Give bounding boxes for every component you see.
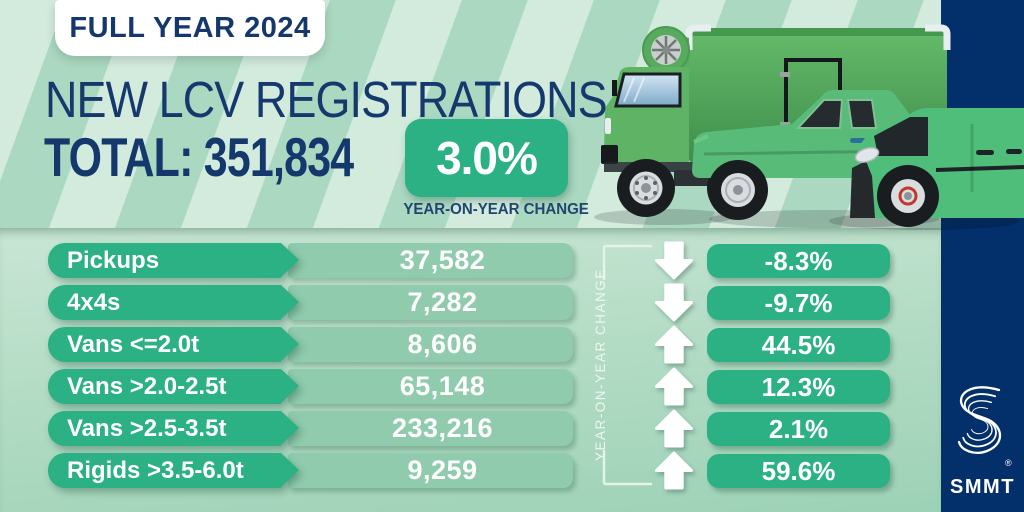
brand-band — [941, 0, 1024, 512]
table-row: Pickups 37,582 -8.3% — [48, 240, 890, 281]
green-lcv-vehicles-illustration — [594, 24, 1024, 230]
total-yoy-change-value: 3.0% — [436, 132, 538, 184]
up-arrow-icon — [653, 450, 695, 491]
registrations-value-pill: 9,259 — [288, 453, 573, 488]
page-title: NEW LCV REGISTRATIONS — [45, 71, 608, 128]
table-row: Rigids >3.5-6.0t 9,259 59.6% — [48, 450, 890, 491]
down-arrow-icon — [653, 240, 695, 281]
table-row: 4x4s 7,282 -9.7% — [48, 282, 890, 323]
truck-front-wheel — [617, 159, 675, 217]
segment-label-pill: Rigids >3.5-6.0t — [48, 453, 299, 488]
total-registrations: TOTAL: 351,834 — [44, 126, 354, 188]
down-arrow-icon — [653, 282, 695, 323]
smmt-s-swirl-icon: ® — [957, 386, 1012, 468]
registrations-value-pill: 233,216 — [288, 411, 573, 446]
up-arrow-icon — [653, 366, 695, 407]
table-row: Vans >2.0-2.5t 65,148 12.3% — [48, 366, 890, 407]
registered-mark: ® — [1005, 458, 1012, 468]
registrations-value-pill: 7,282 — [288, 285, 573, 320]
smmt-logo-text: SMMT — [950, 476, 1015, 498]
segment-label-pill: Vans <=2.0t — [48, 327, 299, 362]
compact-van — [850, 108, 1024, 227]
pickup-front-wheel — [708, 160, 768, 220]
change-percent-badge: 59.6% — [707, 454, 890, 488]
total-yoy-change-caption: YEAR-ON-YEAR CHANGE — [403, 201, 589, 218]
registrations-value-pill: 37,582 — [288, 243, 573, 278]
registrations-value-pill: 65,148 — [288, 369, 573, 404]
change-percent-badge: -8.3% — [707, 244, 890, 278]
segment-label-pill: Vans >2.5-3.5t — [48, 411, 299, 446]
period-badge-label: FULL YEAR 2024 — [69, 11, 311, 44]
registrations-value-pill: 8,606 — [288, 327, 573, 362]
change-percent-badge: 12.3% — [707, 370, 890, 404]
period-badge: FULL YEAR 2024 — [55, 0, 325, 56]
change-percent-badge: 44.5% — [707, 328, 890, 362]
yoy-bracket — [602, 244, 652, 486]
segment-label-pill: Vans >2.0-2.5t — [48, 369, 299, 404]
segments-table: Pickups 37,582 -8.3% 4x4s 7,282 -9.7% Va… — [48, 240, 890, 491]
change-percent-badge: -9.7% — [707, 286, 890, 320]
up-arrow-icon — [653, 324, 695, 365]
van-front-wheel — [877, 165, 939, 227]
total-yoy-change-box: 3.0% — [405, 119, 568, 197]
table-row: Vans >2.5-3.5t 233,216 2.1% — [48, 408, 890, 449]
smmt-logo: ® SMMT — [941, 378, 1024, 499]
segment-label-pill: 4x4s — [48, 285, 299, 320]
change-percent-badge: 2.1% — [707, 412, 890, 446]
up-arrow-icon — [653, 408, 695, 449]
table-row: Vans <=2.0t 8,606 44.5% — [48, 324, 890, 365]
segment-label-pill: Pickups — [48, 243, 299, 278]
